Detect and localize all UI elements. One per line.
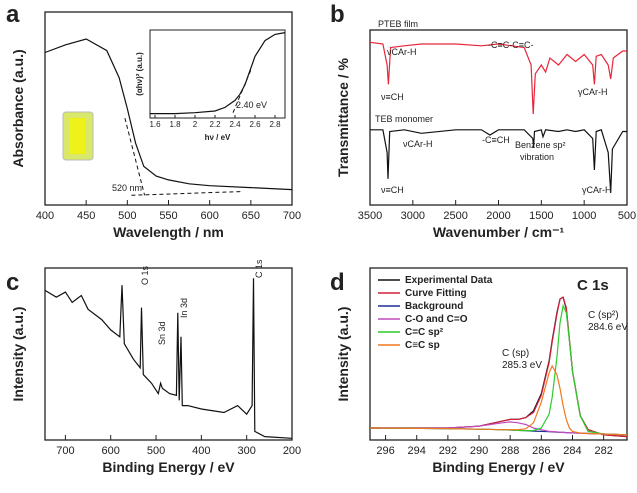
x-tick-label: 400	[192, 445, 210, 457]
y-axis-label: Transmittance / %	[335, 57, 351, 177]
x-tick-label: 2.4	[229, 120, 241, 129]
annotation: Sn 3d	[157, 321, 167, 345]
x-tick-label: 296	[376, 445, 394, 457]
panel-label: a	[6, 1, 20, 28]
x-tick-label: 500	[618, 210, 636, 222]
x-tick-label: 294	[408, 445, 426, 457]
x-tick-label: 3000	[401, 210, 425, 222]
x-tick-label: 2	[193, 120, 198, 129]
data-line	[370, 129, 627, 193]
legend-label: C-O and C=O	[405, 314, 468, 325]
x-tick-label: 3500	[358, 210, 382, 222]
y-axis-label: (αhν)² (a.u.)	[135, 52, 144, 96]
x-axis-label: Binding Energy / eV	[432, 459, 565, 475]
x-tick-label: 400	[36, 210, 54, 222]
x-tick-label: 550	[159, 210, 177, 222]
x-tick-label: 200	[283, 445, 301, 457]
annotation: 520 nm	[112, 183, 142, 193]
x-tick-label: 2.6	[249, 120, 261, 129]
x-tick-label: 2.2	[209, 120, 221, 129]
annotation: νCAr-H	[403, 139, 433, 149]
annotation: 284.6 eV	[588, 322, 628, 333]
annotation: -C≡CH	[482, 135, 510, 145]
panel-label: d	[330, 269, 345, 296]
annotation: ν≡CH	[381, 185, 404, 195]
annotation: 2.40 eV	[236, 100, 267, 110]
legend-label: TEB monomer	[375, 114, 433, 124]
annotation: C 1s	[254, 259, 264, 278]
y-axis-label: Intensity (a.u.)	[335, 307, 351, 402]
annotation: γCAr-H	[578, 87, 608, 97]
legend-label: C=C sp²	[405, 327, 444, 338]
annotation: νCAr-H	[387, 47, 417, 57]
data-line	[44, 278, 293, 439]
plot-frame	[44, 267, 293, 441]
x-tick-label: 450	[77, 210, 95, 222]
data-line	[44, 38, 293, 191]
legend-label: Background	[405, 301, 463, 312]
x-tick-label: 1.6	[149, 120, 161, 129]
plot-frame	[369, 267, 628, 441]
x-tick-label: 286	[532, 445, 550, 457]
chart-title: C 1s	[577, 277, 609, 294]
data-line	[369, 364, 628, 436]
x-tick-label: 700	[56, 445, 74, 457]
annotation: O 1s	[140, 265, 150, 285]
x-tick-label: 500	[147, 445, 165, 457]
x-tick-label: 284	[563, 445, 581, 457]
x-tick-label: 700	[283, 210, 301, 222]
x-tick-label: 292	[439, 445, 457, 457]
guide-line	[131, 191, 243, 196]
x-tick-label: 2.8	[269, 120, 281, 129]
x-tick-label: 290	[470, 445, 488, 457]
annotation: In 3d	[179, 298, 189, 318]
x-tick-label: 288	[501, 445, 519, 457]
y-axis-label: Intensity (a.u.)	[10, 307, 26, 402]
annotation: ν≡CH	[381, 92, 404, 102]
legend-label: PTEB film	[378, 19, 418, 29]
x-axis-label: Wavelength / nm	[113, 224, 224, 240]
x-tick-label: 2500	[443, 210, 467, 222]
annotation: Benzene sp²	[515, 140, 566, 150]
data-line	[150, 32, 286, 115]
x-tick-label: 2000	[486, 210, 510, 222]
annotation: vibration	[520, 152, 554, 162]
x-tick-label: 650	[242, 210, 260, 222]
guide-line	[232, 69, 252, 113]
annotation: C (sp²)	[588, 310, 619, 321]
x-tick-label: 600	[102, 445, 120, 457]
annotation: γCAr-H	[582, 185, 612, 195]
panel-label: b	[330, 1, 345, 28]
legend-label: C≡C sp	[405, 340, 440, 351]
data-line	[369, 41, 627, 115]
x-tick-label: 300	[237, 445, 255, 457]
annotation: -C≡C-C≡C-	[488, 40, 534, 50]
annotation: C (sp)	[502, 348, 529, 359]
sample-vial-glow	[70, 118, 86, 154]
x-axis-label: Wavenumber / cm⁻¹	[433, 224, 565, 240]
legend-label: Curve Fitting	[405, 288, 467, 299]
x-axis-label: hν / eV	[205, 133, 231, 142]
plot-frame	[149, 29, 286, 119]
x-tick-label: 1000	[572, 210, 596, 222]
x-tick-label: 282	[594, 445, 612, 457]
x-axis-label: Binding Energy / eV	[102, 459, 235, 475]
x-tick-label: 1500	[529, 210, 553, 222]
legend-label: Experimental Data	[405, 275, 493, 286]
guide-line	[124, 117, 146, 196]
x-tick-label: 600	[200, 210, 218, 222]
annotation: 285.3 eV	[502, 360, 542, 371]
x-tick-label: 1.8	[169, 120, 181, 129]
panel-label: c	[6, 269, 19, 296]
x-tick-label: 500	[118, 210, 136, 222]
y-axis-label: Absorbance (a.u.)	[10, 49, 26, 167]
